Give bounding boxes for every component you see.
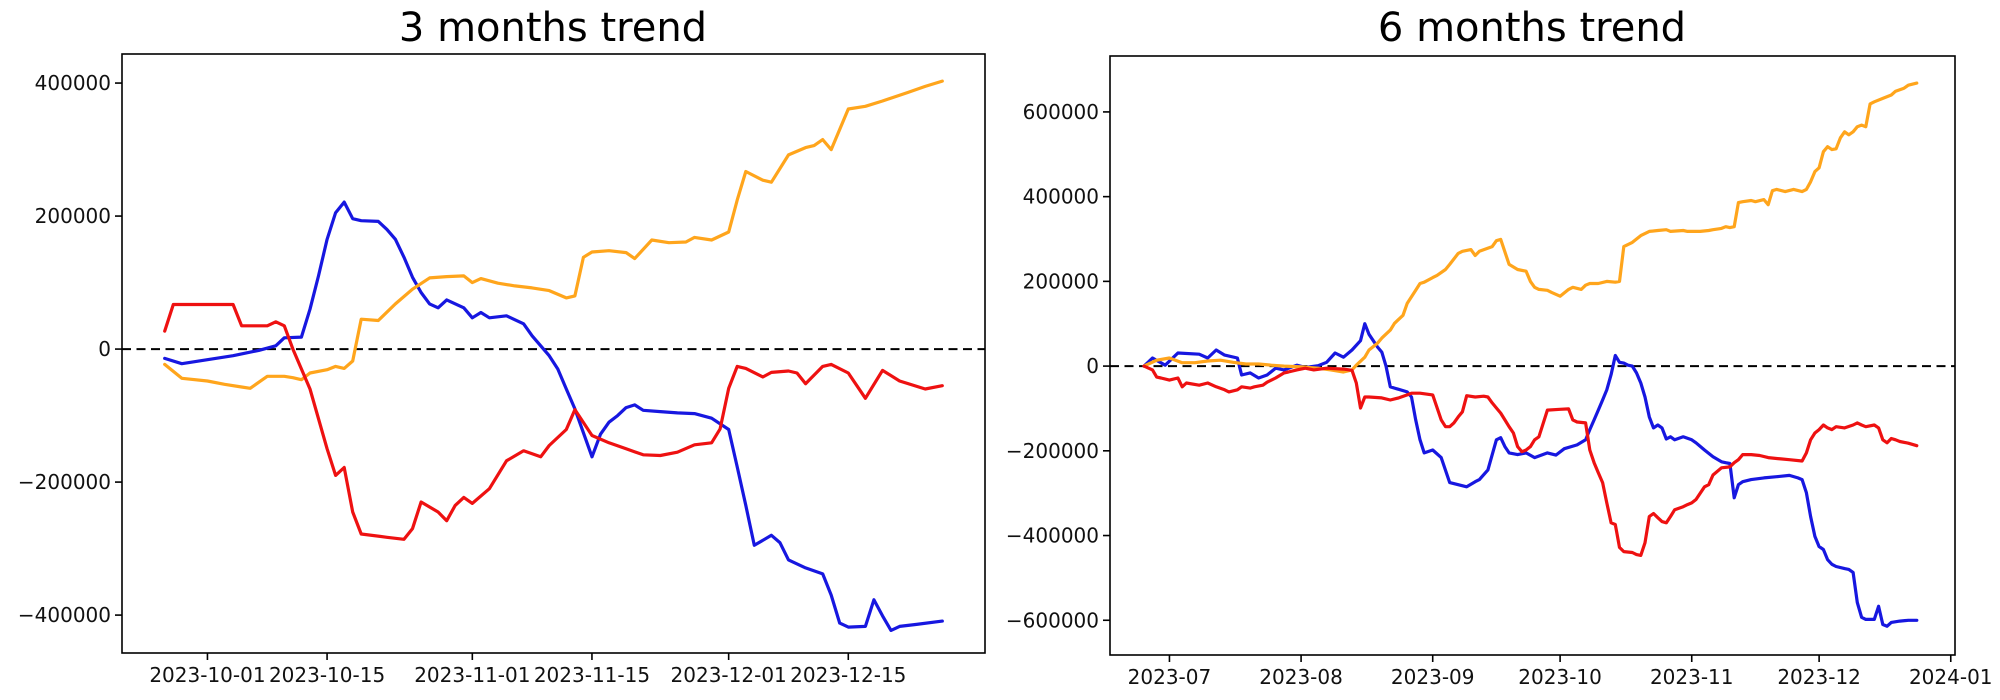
x-tick-label: 2023-07 [1128, 665, 1212, 689]
y-tick-label: 200000 [1023, 269, 1099, 293]
x-tick-label: 2023-09 [1391, 665, 1475, 689]
y-tick-label: 400000 [35, 71, 111, 95]
x-tick-label: 2023-12-15 [790, 663, 906, 687]
y-tick-label: 200000 [35, 204, 111, 228]
chart-6-months: 2023-07 2023-08 2023-09 2023-10 2023-11 2023-… [1006, 55, 1993, 689]
x-tick-label: 2024-01 [1909, 665, 1993, 689]
x-tick-label: 2023-12 [1777, 665, 1861, 689]
series-line-red [1142, 364, 1919, 558]
plot-border [1109, 55, 1956, 656]
chart-title-6-months: 6 months trend [1377, 5, 1687, 51]
series-line-orange [1142, 81, 1919, 374]
x-tick-label: 2023-11-01 [414, 663, 530, 687]
chart-3-months: 2023-10-01 2023-10-15 2023-11-01 2023-11-15… [18, 53, 986, 687]
y-tick-label: −200000 [18, 470, 111, 494]
x-tick-label: 2023-08 [1259, 665, 1343, 689]
x-tick-label: 2023-10 [1518, 665, 1602, 689]
y-tick-label: −200000 [1006, 439, 1099, 463]
y-tick-label: −600000 [1006, 608, 1099, 632]
chart-title-3-months: 3 months trend [398, 5, 708, 51]
x-tick-label: 2023-10-15 [269, 663, 385, 687]
x-tick-label: 2023-12-01 [671, 663, 787, 687]
y-tick-label: 400000 [1023, 185, 1099, 209]
y-tick-label: −400000 [18, 603, 111, 627]
y-tick-label: 0 [1086, 354, 1099, 378]
x-tick-label: 2023-10-01 [149, 663, 265, 687]
x-tick-label: 2023-11 [1650, 665, 1734, 689]
y-tick-label: 0 [98, 337, 111, 361]
series-line-orange [163, 79, 944, 390]
series-line-blue [1142, 322, 1919, 628]
x-tick-label: 2023-11-15 [534, 663, 650, 687]
y-tick-label: 600000 [1023, 100, 1099, 124]
plot-border [121, 53, 986, 654]
y-tick-label: −400000 [1006, 524, 1099, 548]
series-line-blue [163, 200, 944, 633]
series-line-red [163, 302, 944, 541]
